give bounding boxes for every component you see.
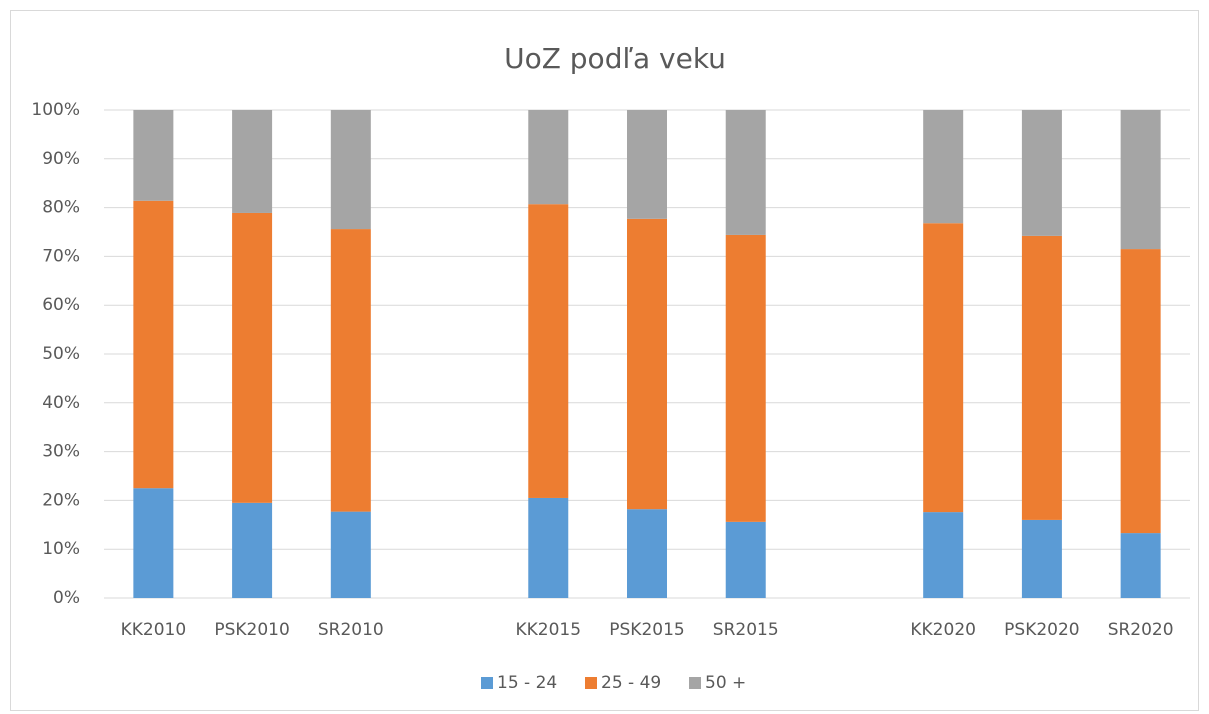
bar-segment [627, 509, 667, 598]
legend-swatch [585, 677, 597, 689]
y-tick-label: 100% [31, 100, 80, 120]
bar-segment [133, 200, 174, 489]
bar-segment [528, 110, 569, 205]
y-tick-label: 0% [53, 588, 80, 608]
bar-segment [330, 511, 371, 598]
y-tick-label: 80% [42, 198, 80, 218]
x-tick-label: PSK2020 [1004, 620, 1079, 640]
bar-segment [923, 110, 964, 224]
bar-segment [1021, 110, 1062, 236]
bar-segment [1120, 533, 1161, 598]
bar-segment [627, 110, 667, 219]
x-tick-label: PSK2010 [214, 620, 289, 640]
bar-segment [923, 223, 964, 513]
y-tick-label: 40% [42, 393, 80, 413]
y-tick-label: 50% [42, 344, 80, 364]
x-tick-label: KK2015 [515, 620, 581, 640]
x-tick-label: KK2020 [910, 620, 976, 640]
x-tick-label: KK2010 [121, 620, 187, 640]
bar-segment [528, 497, 569, 598]
bar-segment [725, 521, 766, 598]
bar-segment [133, 110, 174, 201]
bar-segment [1021, 235, 1062, 520]
bar-segment [232, 502, 273, 598]
y-tick-label: 90% [42, 149, 80, 169]
legend-swatch [689, 677, 701, 689]
legend-label: 25 - 49 [601, 673, 661, 693]
x-tick-label: SR2010 [318, 620, 384, 640]
bar-segment [133, 488, 174, 598]
x-tick-label: SR2020 [1108, 620, 1174, 640]
chart-border [10, 10, 1199, 711]
x-tick-label: PSK2015 [609, 620, 684, 640]
y-tick-label: 10% [42, 539, 80, 559]
bar-segment [725, 110, 766, 235]
y-tick-label: 60% [42, 295, 80, 315]
y-tick-label: 70% [42, 246, 80, 266]
bar-segment [1120, 110, 1161, 250]
bar-segment [1021, 519, 1062, 598]
legend-label: 50 + [705, 673, 746, 693]
bar-segment [923, 512, 964, 598]
chart-title: UoZ podľa veku [504, 42, 726, 75]
bar-segment [232, 212, 273, 503]
bar-segment [232, 110, 273, 213]
y-tick-label: 30% [42, 442, 80, 462]
bar-segment [1120, 249, 1161, 534]
y-tick-label: 20% [42, 490, 80, 510]
bar-segment [330, 110, 371, 230]
x-tick-label: SR2015 [713, 620, 779, 640]
legend-label: 15 - 24 [497, 673, 557, 693]
bar-segment [725, 234, 766, 522]
bar-segment [528, 204, 569, 498]
legend-swatch [481, 677, 493, 689]
bar-segment [627, 218, 667, 510]
bar-segment [330, 229, 371, 512]
